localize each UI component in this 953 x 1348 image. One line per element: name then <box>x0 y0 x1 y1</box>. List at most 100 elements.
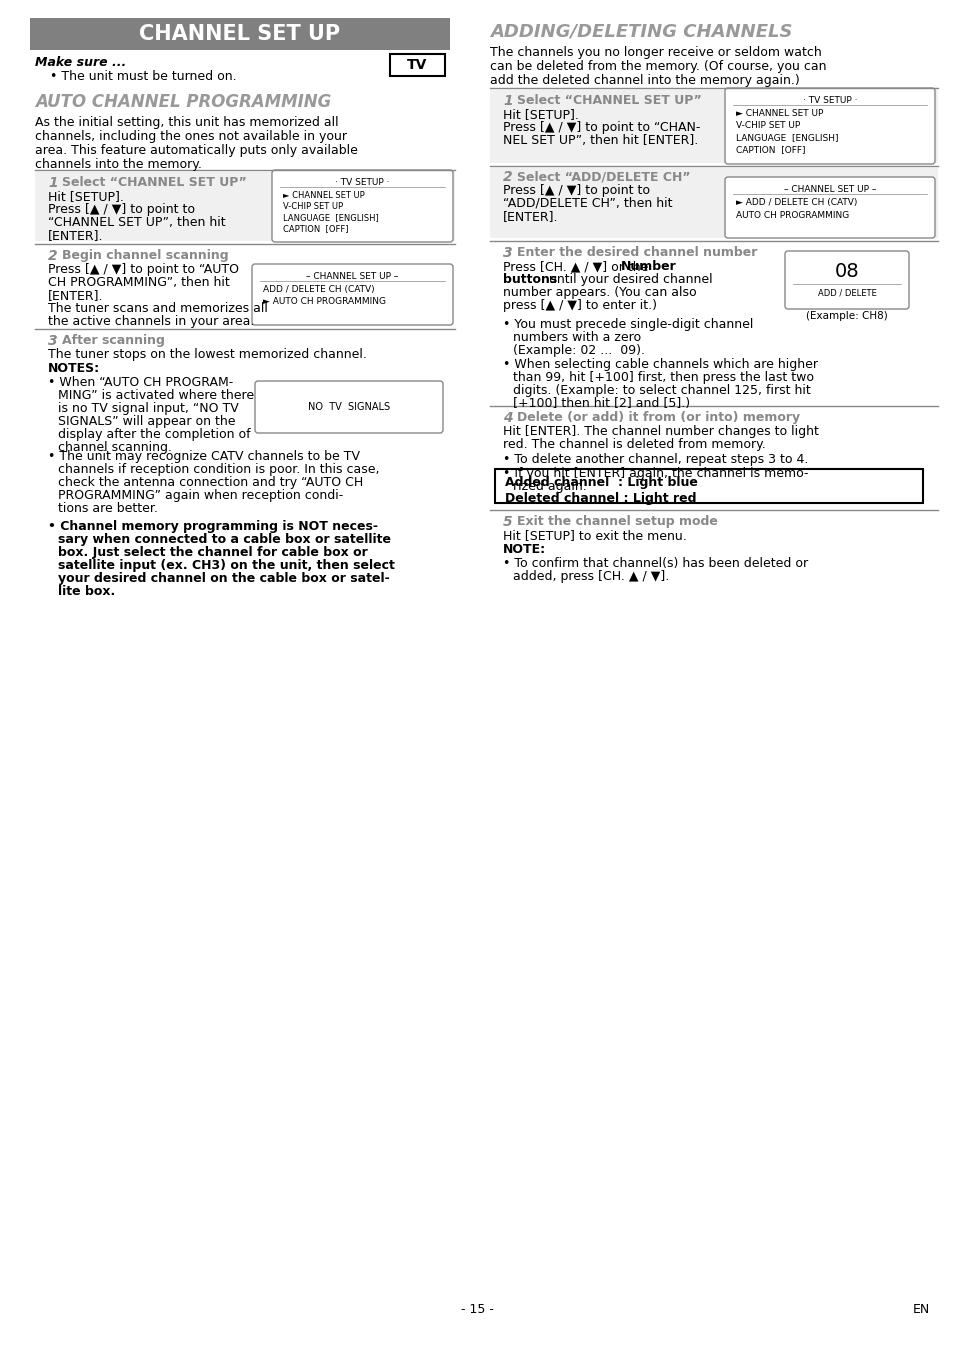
Text: • Channel memory programming is NOT neces-: • Channel memory programming is NOT nece… <box>48 520 377 532</box>
Text: · TV SETUP ·: · TV SETUP · <box>335 178 390 187</box>
Bar <box>495 469 923 503</box>
Text: The channels you no longer receive or seldom watch: The channels you no longer receive or se… <box>490 46 821 59</box>
Text: add the deleted channel into the memory again.): add the deleted channel into the memory … <box>490 74 799 88</box>
Text: sary when connected to a cable box or satellite: sary when connected to a cable box or sa… <box>58 532 391 546</box>
Text: · TV SETUP ·: · TV SETUP · <box>801 96 857 105</box>
Text: After scanning: After scanning <box>62 334 165 346</box>
Text: can be deleted from the memory. (Of course, you can: can be deleted from the memory. (Of cour… <box>490 61 825 73</box>
Text: ► AUTO CH PROGRAMMING: ► AUTO CH PROGRAMMING <box>263 297 386 306</box>
Text: Select “ADD/DELETE CH”: Select “ADD/DELETE CH” <box>517 170 690 183</box>
Text: CAPTION  [OFF]: CAPTION [OFF] <box>283 224 348 233</box>
Text: check the antenna connection and try “AUTO CH: check the antenna connection and try “AU… <box>58 476 363 489</box>
Text: CHANNEL SET UP: CHANNEL SET UP <box>139 24 340 44</box>
FancyBboxPatch shape <box>784 251 908 309</box>
Text: • When selecting cable channels which are higher: • When selecting cable channels which ar… <box>502 359 817 371</box>
Text: NOTES:: NOTES: <box>48 363 100 375</box>
Text: your desired channel on the cable box or satel-: your desired channel on the cable box or… <box>58 572 390 585</box>
Text: 3: 3 <box>502 245 512 260</box>
Text: red. The channel is deleted from memory.: red. The channel is deleted from memory. <box>502 438 765 452</box>
Text: ADD / DELETE CH (CATV): ADD / DELETE CH (CATV) <box>263 284 375 294</box>
Text: area. This feature automatically puts only available: area. This feature automatically puts on… <box>35 144 357 156</box>
Text: Press [▲ / ▼] to point to: Press [▲ / ▼] to point to <box>502 183 649 197</box>
Text: lite box.: lite box. <box>58 585 115 599</box>
Text: ► CHANNEL SET UP: ► CHANNEL SET UP <box>735 109 822 119</box>
Text: numbers with a zero: numbers with a zero <box>513 332 640 344</box>
Text: Make sure ...: Make sure ... <box>35 57 126 69</box>
Bar <box>490 168 937 239</box>
Text: “ADD/DELETE CH”, then hit: “ADD/DELETE CH”, then hit <box>502 197 672 210</box>
Text: (Example: 02 ...  09).: (Example: 02 ... 09). <box>513 344 644 357</box>
Text: • The unit may recognize CATV channels to be TV: • The unit may recognize CATV channels t… <box>48 450 359 462</box>
Text: Number: Number <box>620 260 676 274</box>
Text: channels, including the ones not available in your: channels, including the ones not availab… <box>35 129 347 143</box>
Text: LANGUAGE  [ENGLISH]: LANGUAGE [ENGLISH] <box>735 133 838 142</box>
Text: 3: 3 <box>48 334 57 348</box>
FancyBboxPatch shape <box>724 88 934 164</box>
Text: TV: TV <box>406 58 427 71</box>
Text: • To delete another channel, repeat steps 3 to 4.: • To delete another channel, repeat step… <box>502 453 807 466</box>
Text: press [▲ / ▼] to enter it.): press [▲ / ▼] to enter it.) <box>502 299 657 311</box>
Text: NO  TV  SIGNALS: NO TV SIGNALS <box>308 402 390 412</box>
Text: ADD / DELETE: ADD / DELETE <box>817 288 876 298</box>
FancyBboxPatch shape <box>254 381 442 433</box>
Text: Hit [ENTER]. The channel number changes to light: Hit [ENTER]. The channel number changes … <box>502 425 818 438</box>
Text: until your desired channel: until your desired channel <box>544 274 712 286</box>
Text: The tuner stops on the lowest memorized channel.: The tuner stops on the lowest memorized … <box>48 348 367 361</box>
Text: Begin channel scanning: Begin channel scanning <box>62 249 229 262</box>
Text: 2: 2 <box>48 249 57 263</box>
Text: CAPTION  [OFF]: CAPTION [OFF] <box>735 146 804 154</box>
Text: satellite input (ex. CH3) on the unit, then select: satellite input (ex. CH3) on the unit, t… <box>58 559 395 572</box>
Text: 2: 2 <box>502 170 512 183</box>
Text: Select “CHANNEL SET UP”: Select “CHANNEL SET UP” <box>517 94 701 106</box>
FancyBboxPatch shape <box>724 177 934 239</box>
Text: (Example: CH8): (Example: CH8) <box>805 311 887 321</box>
Text: • If you hit [ENTER] again, the channel is memo-: • If you hit [ENTER] again, the channel … <box>502 466 807 480</box>
Text: 5: 5 <box>502 515 512 528</box>
FancyBboxPatch shape <box>272 170 453 243</box>
Text: channels if reception condition is poor. In this case,: channels if reception condition is poor.… <box>58 462 379 476</box>
Text: Select “CHANNEL SET UP”: Select “CHANNEL SET UP” <box>62 177 247 189</box>
Text: 1: 1 <box>502 94 512 108</box>
Text: channels into the memory.: channels into the memory. <box>35 158 202 171</box>
Text: Added channel  : Light blue: Added channel : Light blue <box>504 476 698 489</box>
Text: NOTE:: NOTE: <box>502 543 545 555</box>
Text: digits. (Example: to select channel 125, first hit: digits. (Example: to select channel 125,… <box>513 384 810 398</box>
Text: display after the completion of: display after the completion of <box>58 429 251 441</box>
Bar <box>390 54 444 75</box>
Text: Press [▲ / ▼] to point to “AUTO: Press [▲ / ▼] to point to “AUTO <box>48 263 239 276</box>
Text: [ENTER].: [ENTER]. <box>48 288 103 302</box>
Text: NEL SET UP”, then hit [ENTER].: NEL SET UP”, then hit [ENTER]. <box>502 133 698 147</box>
Text: Delete (or add) it from (or into) memory: Delete (or add) it from (or into) memory <box>517 411 800 425</box>
Text: 1: 1 <box>48 177 57 190</box>
Text: • When “AUTO CH PROGRAM-: • When “AUTO CH PROGRAM- <box>48 376 233 390</box>
Bar <box>490 90 937 163</box>
Text: is no TV signal input, “NO TV: is no TV signal input, “NO TV <box>58 402 238 415</box>
Text: than 99, hit [+100] first, then press the last two: than 99, hit [+100] first, then press th… <box>513 371 813 384</box>
Text: [ENTER].: [ENTER]. <box>48 229 103 243</box>
Text: • The unit must be turned on.: • The unit must be turned on. <box>50 70 236 84</box>
Text: Enter the desired channel number: Enter the desired channel number <box>517 245 757 259</box>
Text: AUTO CHANNEL PROGRAMMING: AUTO CHANNEL PROGRAMMING <box>35 93 331 111</box>
Text: CH PROGRAMMING”, then hit: CH PROGRAMMING”, then hit <box>48 276 230 288</box>
Text: ► CHANNEL SET UP: ► CHANNEL SET UP <box>283 191 364 200</box>
Text: • You must precede single-digit channel: • You must precede single-digit channel <box>502 318 753 332</box>
Text: V-CHIP SET UP: V-CHIP SET UP <box>283 202 343 212</box>
Text: Press [CH. ▲ / ▼] or the: Press [CH. ▲ / ▼] or the <box>502 260 648 274</box>
Text: number appears. (You can also: number appears. (You can also <box>502 286 696 299</box>
Text: box. Just select the channel for cable box or: box. Just select the channel for cable b… <box>58 546 367 559</box>
Text: Hit [SETUP] to exit the menu.: Hit [SETUP] to exit the menu. <box>502 528 686 542</box>
Text: LANGUAGE  [ENGLISH]: LANGUAGE [ENGLISH] <box>283 213 378 222</box>
Text: ADDING/DELETING CHANNELS: ADDING/DELETING CHANNELS <box>490 22 792 40</box>
Text: The tuner scans and memorizes all: The tuner scans and memorizes all <box>48 302 268 315</box>
Text: added, press [CH. ▲ / ▼].: added, press [CH. ▲ / ▼]. <box>513 570 669 582</box>
Bar <box>30 18 450 50</box>
Text: ► ADD / DELETE CH (CATV): ► ADD / DELETE CH (CATV) <box>735 198 857 208</box>
Text: Exit the channel setup mode: Exit the channel setup mode <box>517 515 717 528</box>
Text: – CHANNEL SET UP –: – CHANNEL SET UP – <box>306 272 398 280</box>
Text: buttons: buttons <box>502 274 557 286</box>
Text: Hit [SETUP].: Hit [SETUP]. <box>502 108 578 121</box>
Text: the active channels in your area.: the active channels in your area. <box>48 315 254 328</box>
Text: tions are better.: tions are better. <box>58 501 157 515</box>
Text: Hit [SETUP].: Hit [SETUP]. <box>48 190 124 204</box>
Text: • To confirm that channel(s) has been deleted or: • To confirm that channel(s) has been de… <box>502 557 807 570</box>
